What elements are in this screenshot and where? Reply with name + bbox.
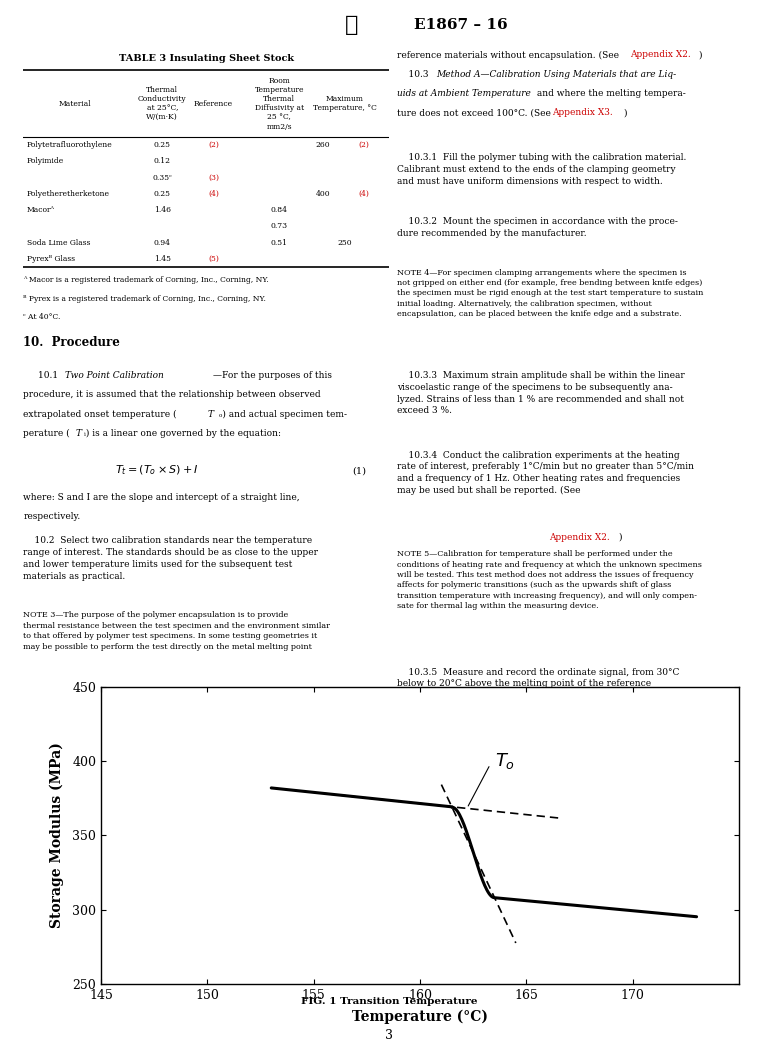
Text: ): ) — [619, 533, 622, 541]
Text: 0.35ᶜ: 0.35ᶜ — [152, 174, 172, 182]
Text: Soda Lime Glass: Soda Lime Glass — [27, 238, 90, 247]
Text: and where the melting tempera-: and where the melting tempera- — [534, 90, 686, 98]
Text: E1867 – 16: E1867 – 16 — [414, 18, 507, 32]
Text: (5): (5) — [208, 255, 219, 262]
Text: procedure, it is assumed that the relationship between observed: procedure, it is assumed that the relati… — [23, 390, 321, 400]
Text: (1): (1) — [352, 466, 366, 475]
Text: 0.12: 0.12 — [154, 157, 171, 166]
Text: 260: 260 — [316, 142, 331, 149]
Text: where: S and I are the slope and intercept of a straight line,: where: S and I are the slope and interce… — [23, 493, 300, 502]
Text: 250: 250 — [338, 238, 352, 247]
Text: 10.2  Select two calibration standards near the temperature
range of interest. T: 10.2 Select two calibration standards ne… — [23, 536, 318, 581]
Text: 0.84: 0.84 — [271, 206, 288, 214]
Text: Method A—Calibration Using Materials that are Liq-: Method A—Calibration Using Materials tha… — [436, 70, 676, 79]
Text: $T_o$: $T_o$ — [495, 752, 515, 771]
Text: (4): (4) — [358, 189, 369, 198]
Text: 10.3: 10.3 — [397, 70, 434, 79]
Text: respectively.: respectively. — [23, 512, 81, 520]
Text: 10.3.3  Maximum strain amplitude shall be within the linear
viscoelastic range o: 10.3.3 Maximum strain amplitude shall be… — [397, 371, 685, 415]
Text: 10.3.1  Fill the polymer tubing with the calibration material.
Calibrant must ex: 10.3.1 Fill the polymer tubing with the … — [397, 153, 686, 185]
Text: Polyetheretherketone: Polyetheretherketone — [27, 189, 110, 198]
Text: FIG. 1 Transition Temperature: FIG. 1 Transition Temperature — [301, 997, 477, 1007]
Text: Thermal
Conductivity
at 25°C,
W/(m·K): Thermal Conductivity at 25°C, W/(m·K) — [138, 85, 187, 122]
Text: 0.73: 0.73 — [271, 223, 288, 230]
Text: TABLE 3 Insulating Sheet Stock: TABLE 3 Insulating Sheet Stock — [119, 54, 293, 64]
Text: 10.3.4  Conduct the calibration experiments at the heating
rate of interest, pre: 10.3.4 Conduct the calibration experimen… — [397, 451, 694, 496]
Text: NOTE 3—The purpose of the polymer encapsulation is to provide
thermal resistance: NOTE 3—The purpose of the polymer encaps… — [23, 611, 331, 651]
Text: Room
Temperature
Thermal
Diffusivity at
25 °C,
mm2/s: Room Temperature Thermal Diffusivity at … — [254, 77, 304, 130]
Y-axis label: Storage Modulus (MPa): Storage Modulus (MPa) — [50, 742, 64, 929]
Text: 3: 3 — [385, 1029, 393, 1041]
Text: perature (: perature ( — [23, 429, 70, 438]
Text: Ⓛ: Ⓛ — [345, 15, 359, 35]
Text: NOTE 5—Calibration for temperature shall be performed under the
conditions of he: NOTE 5—Calibration for temperature shall… — [397, 550, 702, 610]
Text: T: T — [75, 429, 82, 437]
Text: Pyrexᴮ Glass: Pyrexᴮ Glass — [27, 255, 75, 262]
Text: ᴮ Pyrex is a registered trademark of Corning, Inc., Corning, NY.: ᴮ Pyrex is a registered trademark of Cor… — [23, 295, 266, 303]
Text: Appendix X3.: Appendix X3. — [552, 108, 612, 118]
Text: Two Point Calibration: Two Point Calibration — [65, 372, 164, 380]
Text: (2): (2) — [358, 142, 369, 149]
Text: 10.3.5  Measure and record the ordinate signal, from 30°C
below to 20°C above th: 10.3.5 Measure and record the ordinate s… — [397, 667, 679, 736]
Text: 10.1: 10.1 — [38, 372, 61, 380]
Text: Material: Material — [58, 100, 91, 107]
Text: ture does not exceed 100°C. (See: ture does not exceed 100°C. (See — [397, 108, 553, 118]
Text: Reference: Reference — [194, 100, 233, 107]
Text: T: T — [208, 409, 214, 418]
Text: 1.45: 1.45 — [154, 255, 171, 262]
Text: $T_t = (T_o \times S) + I$: $T_t = (T_o \times S) + I$ — [115, 463, 198, 478]
Text: Appendix X2.: Appendix X2. — [549, 533, 610, 541]
Text: (4): (4) — [208, 189, 219, 198]
Text: 0.94: 0.94 — [154, 238, 171, 247]
Text: ᵢ) is a linear one governed by the equation:: ᵢ) is a linear one governed by the equat… — [84, 429, 281, 438]
Text: 0.25: 0.25 — [154, 142, 171, 149]
Text: ): ) — [699, 50, 703, 59]
X-axis label: Temperature (°C): Temperature (°C) — [352, 1010, 488, 1024]
Text: 0.51: 0.51 — [271, 238, 288, 247]
Text: uids at Ambient Temperature: uids at Ambient Temperature — [397, 90, 531, 98]
Text: ᶜ At 40°C.: ᶜ At 40°C. — [23, 313, 61, 322]
Text: NOTE 4—For specimen clamping arrangements where the specimen is
not gripped on e: NOTE 4—For specimen clamping arrangement… — [397, 269, 703, 319]
Text: Polytetrafluorothylene: Polytetrafluorothylene — [27, 142, 113, 149]
Text: 10.  Procedure: 10. Procedure — [23, 336, 121, 349]
Text: Appendix X2.: Appendix X2. — [630, 50, 691, 59]
Text: (3): (3) — [208, 174, 219, 182]
Text: Macorᴬ: Macorᴬ — [27, 206, 55, 214]
Text: 1.46: 1.46 — [154, 206, 171, 214]
Text: (2): (2) — [208, 142, 219, 149]
Text: Polyimide: Polyimide — [27, 157, 65, 166]
Text: 400: 400 — [316, 189, 331, 198]
Text: extrapolated onset temperature (: extrapolated onset temperature ( — [23, 409, 177, 418]
Text: 10.3.2  Mount the specimen in accordance with the proce-
dure recommended by the: 10.3.2 Mount the specimen in accordance … — [397, 217, 678, 237]
Text: reference materials without encapsulation. (See: reference materials without encapsulatio… — [397, 50, 622, 59]
Text: ₒ) and actual specimen tem-: ₒ) and actual specimen tem- — [219, 409, 347, 418]
Text: ): ) — [623, 108, 626, 118]
Text: Maximum
Temperature, °C: Maximum Temperature, °C — [314, 95, 377, 112]
Text: ᴬ Macor is a registered trademark of Corning, Inc., Corning, NY.: ᴬ Macor is a registered trademark of Cor… — [23, 276, 269, 284]
Text: 0.25: 0.25 — [154, 189, 171, 198]
Text: —For the purposes of this: —For the purposes of this — [213, 372, 332, 380]
